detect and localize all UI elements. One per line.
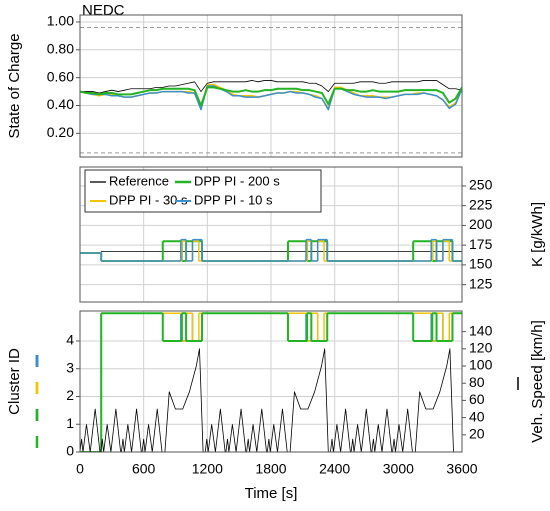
y-tick-label: 100 bbox=[469, 357, 493, 373]
x-tick-label: 1200 bbox=[192, 461, 223, 477]
y-tick-label: 200 bbox=[469, 216, 493, 232]
y-tick-label: 0.60 bbox=[47, 68, 74, 84]
y-tick-label: 40 bbox=[469, 408, 485, 424]
y-axis-label: Veh. Speed [km/h] bbox=[529, 320, 546, 443]
y-tick-label: 0.20 bbox=[47, 124, 74, 140]
y-tick-label: 225 bbox=[469, 196, 493, 212]
legend-box bbox=[84, 169, 322, 213]
legend: Reference DPP PI - 200 s DPP PI - 30 s DPP … bbox=[84, 169, 322, 213]
x-tick-label: 3600 bbox=[446, 461, 477, 477]
series-line bbox=[80, 86, 462, 107]
y-tick-label: 175 bbox=[469, 236, 493, 252]
y-tick-label: 1.00 bbox=[47, 13, 74, 29]
y-tick-label: 0.40 bbox=[47, 96, 74, 112]
y-tick-label: 140 bbox=[469, 322, 493, 338]
legend-label: Reference bbox=[109, 173, 169, 188]
step-riser bbox=[100, 313, 454, 452]
y-axis-label: Cluster ID bbox=[6, 348, 23, 415]
y-tick-label: 120 bbox=[469, 340, 493, 356]
x-tick-label: 1800 bbox=[255, 461, 286, 477]
y-tick-label: 125 bbox=[469, 275, 493, 291]
step-riser bbox=[100, 239, 454, 261]
step-riser bbox=[100, 313, 451, 452]
chart-title: NEDC bbox=[82, 2, 125, 19]
series-group bbox=[80, 80, 462, 111]
x-tick-label: 0 bbox=[76, 461, 84, 477]
y-tick-label: 80 bbox=[469, 374, 485, 390]
y-tick-label: 2 bbox=[66, 387, 74, 403]
x-tick-label: 600 bbox=[132, 461, 156, 477]
y-tick-label: 3 bbox=[66, 359, 74, 375]
x-tick-label: 2400 bbox=[319, 461, 350, 477]
panel-frame bbox=[79, 166, 463, 303]
x-tick-label: 3000 bbox=[383, 461, 414, 477]
y-axis-label: State of Charge bbox=[6, 33, 23, 138]
series-line bbox=[80, 80, 462, 94]
legend-label: DPP PI - 30 s bbox=[109, 192, 188, 207]
y-tick-label: 20 bbox=[469, 426, 485, 442]
y-tick-label: 4 bbox=[66, 332, 74, 348]
legend-label: DPP PI - 200 s bbox=[194, 173, 280, 188]
step-riser bbox=[100, 313, 454, 452]
y-tick-label: 0 bbox=[66, 443, 74, 459]
x-axis-label: Time [s] bbox=[245, 485, 298, 502]
y-tick-label: 1 bbox=[66, 415, 74, 431]
panel-frame bbox=[79, 310, 463, 453]
series-group bbox=[80, 238, 462, 262]
series-group bbox=[80, 312, 462, 452]
panel-frame bbox=[79, 14, 463, 158]
y-tick-label: 0.80 bbox=[47, 41, 74, 57]
y-tick-label: 250 bbox=[469, 177, 493, 193]
series-line bbox=[80, 85, 462, 111]
legend-label: DPP PI - 10 s bbox=[194, 192, 273, 207]
y-axis-label: K [g/kWh] bbox=[529, 202, 546, 267]
y-tick-label: 60 bbox=[469, 391, 485, 407]
y-tick-label: 150 bbox=[469, 256, 493, 272]
